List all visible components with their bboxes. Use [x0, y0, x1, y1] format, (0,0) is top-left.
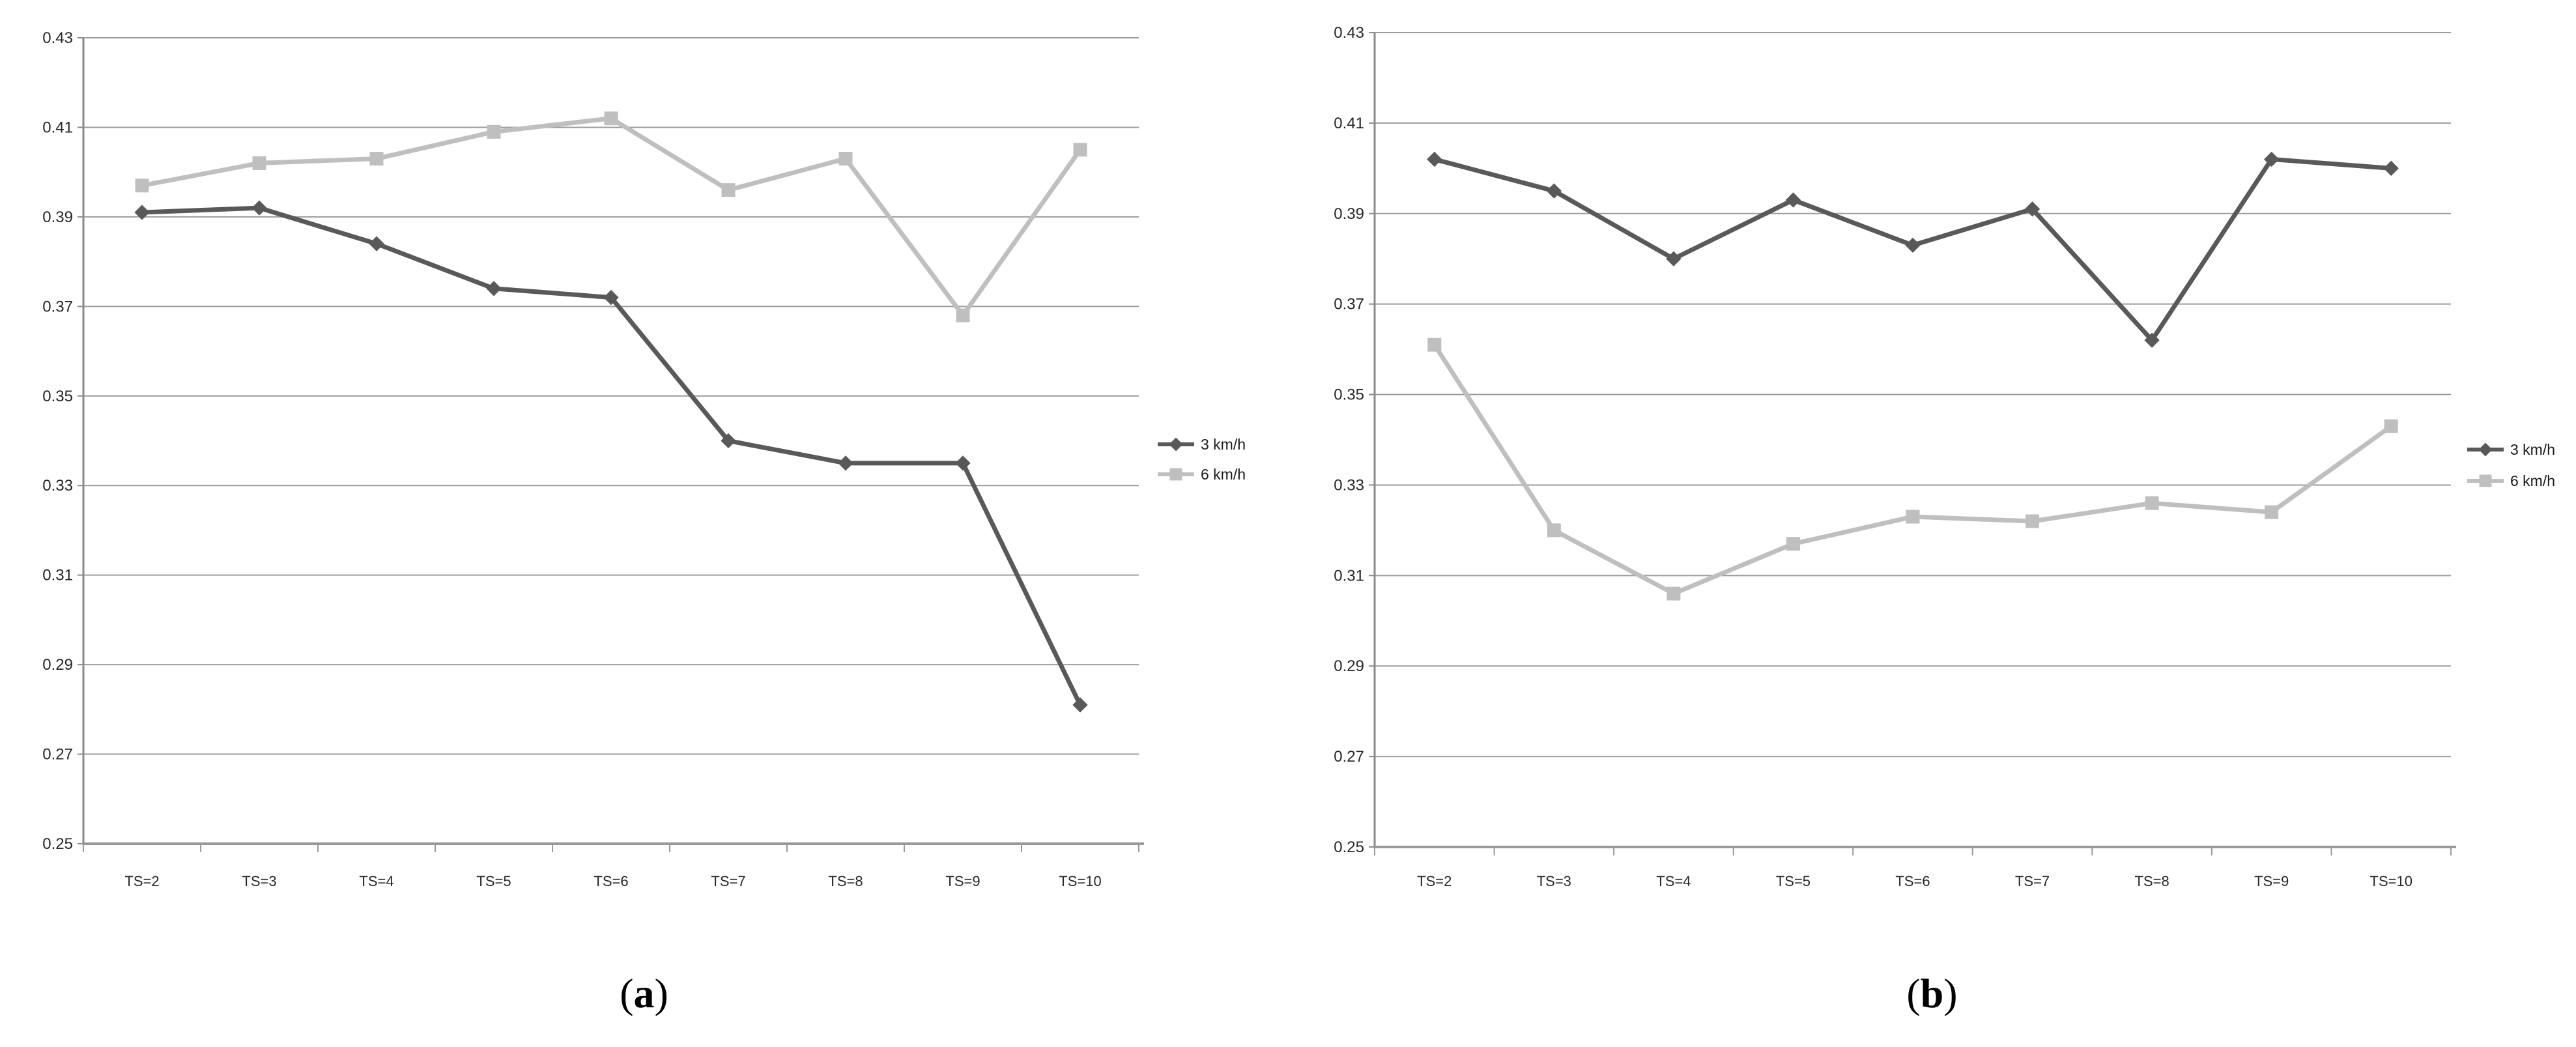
marker-diamond-3-km-h	[838, 455, 853, 471]
y-tick-label: 0.33	[1334, 476, 1364, 494]
legend-label-3-km-h: 3 km/h	[2510, 441, 2555, 458]
marker-diamond-3-km-h	[2024, 201, 2040, 217]
line-chart-a: 0.43 0.41 0.39 0.37 0.35 0.33 0.31 0.29 0.27 0.25…	[42, 29, 1246, 889]
marker-diamond-3-km-h	[1905, 237, 1921, 253]
marker-square-6-km-h	[135, 179, 149, 193]
marker-diamond-3-km-h	[1546, 183, 1562, 199]
marker-square-6-km-h	[1667, 586, 1681, 601]
x-tick-label: TS=9	[2254, 873, 2289, 889]
marker-diamond-3-km-h	[2263, 151, 2280, 167]
y-tick-label: 0.31	[1334, 567, 1364, 584]
marker-square-6-km-h	[369, 152, 384, 166]
series-line-6-km-h	[1432, 342, 2394, 596]
y-tick-label: 0.43	[1334, 24, 1364, 42]
y-tick-label: 0.35	[42, 388, 73, 405]
marker-square-6-km-h	[838, 152, 853, 166]
marker-square-6-km-h	[252, 156, 266, 170]
x-tick-label: TS=4	[1656, 873, 1691, 889]
y-tick-label: 0.29	[1334, 657, 1364, 675]
marker-square-6-km-h	[2265, 505, 2279, 519]
y-tick-label: 0.35	[1334, 386, 1364, 404]
marker-diamond-3-km-h	[251, 200, 267, 216]
panel-b: 0.43 0.41 0.39 0.37 0.35 0.33 0.31 0.29 0.27 0.25…	[1288, 0, 2576, 1047]
marker-square-6-km-h	[487, 124, 501, 139]
marker-square-6-km-h	[1786, 537, 1800, 551]
marker-diamond-3-km-h	[134, 205, 150, 220]
y-tick-label: 0.37	[42, 298, 73, 315]
marker-square-6-km-h	[604, 111, 618, 126]
legend-label-6-km-h: 6 km/h	[1201, 466, 1246, 483]
y-tick-label: 0.43	[42, 29, 73, 47]
x-tick-label: TS=7	[2015, 873, 2050, 889]
marker-diamond-3-km-h	[1072, 697, 1088, 713]
y-tick-label: 0.27	[42, 746, 73, 764]
y-tick-label: 0.41	[1334, 115, 1364, 132]
caption-a: (a)	[0, 970, 1288, 1016]
x-tick-label: TS=8	[2135, 873, 2169, 889]
caption-a-close-paren: )	[654, 970, 668, 1016]
y-tick-label: 0.37	[1334, 296, 1364, 313]
x-tick-label: TS=10	[2370, 873, 2412, 889]
marker-diamond-3-km-h	[955, 455, 971, 471]
x-tick-label: TS=7	[711, 873, 745, 889]
marker-diamond-3-km-h	[1427, 151, 1442, 167]
marker-square-6-km-h	[2025, 514, 2040, 528]
caption-b-open-paren: (	[1906, 970, 1921, 1016]
marker-square-6-km-h	[721, 183, 736, 197]
x-tick-label: TS=2	[124, 873, 159, 889]
x-tick-label: TS=3	[1537, 873, 1571, 889]
marker-square-6-km-h	[1906, 509, 1920, 524]
y-tick-label: 0.33	[42, 477, 73, 495]
caption-b: (b)	[1288, 970, 2576, 1016]
y-tick-label: 0.39	[42, 208, 73, 226]
marker-diamond-3-km-h	[2383, 160, 2399, 177]
marker-square-6-km-h	[2384, 419, 2398, 433]
marker-square-6-km-h	[1073, 143, 1087, 157]
line-chart-b: 0.43 0.41 0.39 0.37 0.35 0.33 0.31 0.29 0.27 0.25…	[1334, 24, 2555, 889]
x-tick-label: TS=10	[1059, 873, 1101, 889]
marker-diamond-legend-3-km-h	[2478, 442, 2493, 457]
x-tick-label: TS=5	[1776, 873, 1810, 889]
legend-label-3-km-h: 3 km/h	[1201, 436, 1246, 453]
marker-diamond-3-km-h	[603, 289, 619, 306]
x-tick-label: TS=2	[1417, 873, 1452, 889]
x-tick-label: TS=6	[594, 873, 628, 889]
legend-label-6-km-h: 6 km/h	[2510, 472, 2555, 489]
marker-square-legend-6-km-h	[1169, 468, 1182, 481]
y-tick-label: 0.39	[1334, 205, 1364, 223]
marker-square-legend-6-km-h	[2479, 474, 2492, 487]
marker-square-6-km-h	[1427, 337, 1442, 352]
y-tick-label: 0.25	[1334, 839, 1364, 856]
x-tick-label: TS=9	[945, 873, 980, 889]
x-tick-label: TS=3	[242, 873, 276, 889]
x-tick-label: TS=8	[828, 873, 863, 889]
panel-a: 0.43 0.41 0.39 0.37 0.35 0.33 0.31 0.29 0.27 0.25…	[0, 29, 1288, 1016]
marker-square-6-km-h	[1547, 523, 1561, 538]
marker-diamond-3-km-h	[721, 433, 736, 449]
x-tick-label: TS=5	[476, 873, 511, 889]
marker-square-6-km-h	[2145, 496, 2159, 510]
y-tick-label: 0.29	[42, 656, 73, 674]
y-tick-label: 0.27	[1334, 748, 1364, 766]
y-tick-label: 0.31	[42, 567, 73, 584]
marker-square-6-km-h	[956, 308, 970, 323]
caption-a-letter: a	[633, 970, 655, 1016]
x-tick-label: TS=6	[1895, 873, 1930, 889]
x-tick-label: TS=4	[359, 873, 394, 889]
y-tick-label: 0.41	[42, 119, 73, 136]
caption-b-close-paren: )	[1943, 970, 1958, 1016]
marker-diamond-3-km-h	[486, 281, 502, 296]
marker-diamond-3-km-h	[1785, 192, 1801, 208]
marker-diamond-3-km-h	[369, 236, 384, 251]
marker-diamond-legend-3-km-h	[1169, 437, 1183, 452]
caption-b-letter: b	[1920, 970, 1944, 1016]
y-tick-label: 0.25	[42, 835, 73, 853]
caption-a-open-paren: (	[620, 970, 634, 1016]
